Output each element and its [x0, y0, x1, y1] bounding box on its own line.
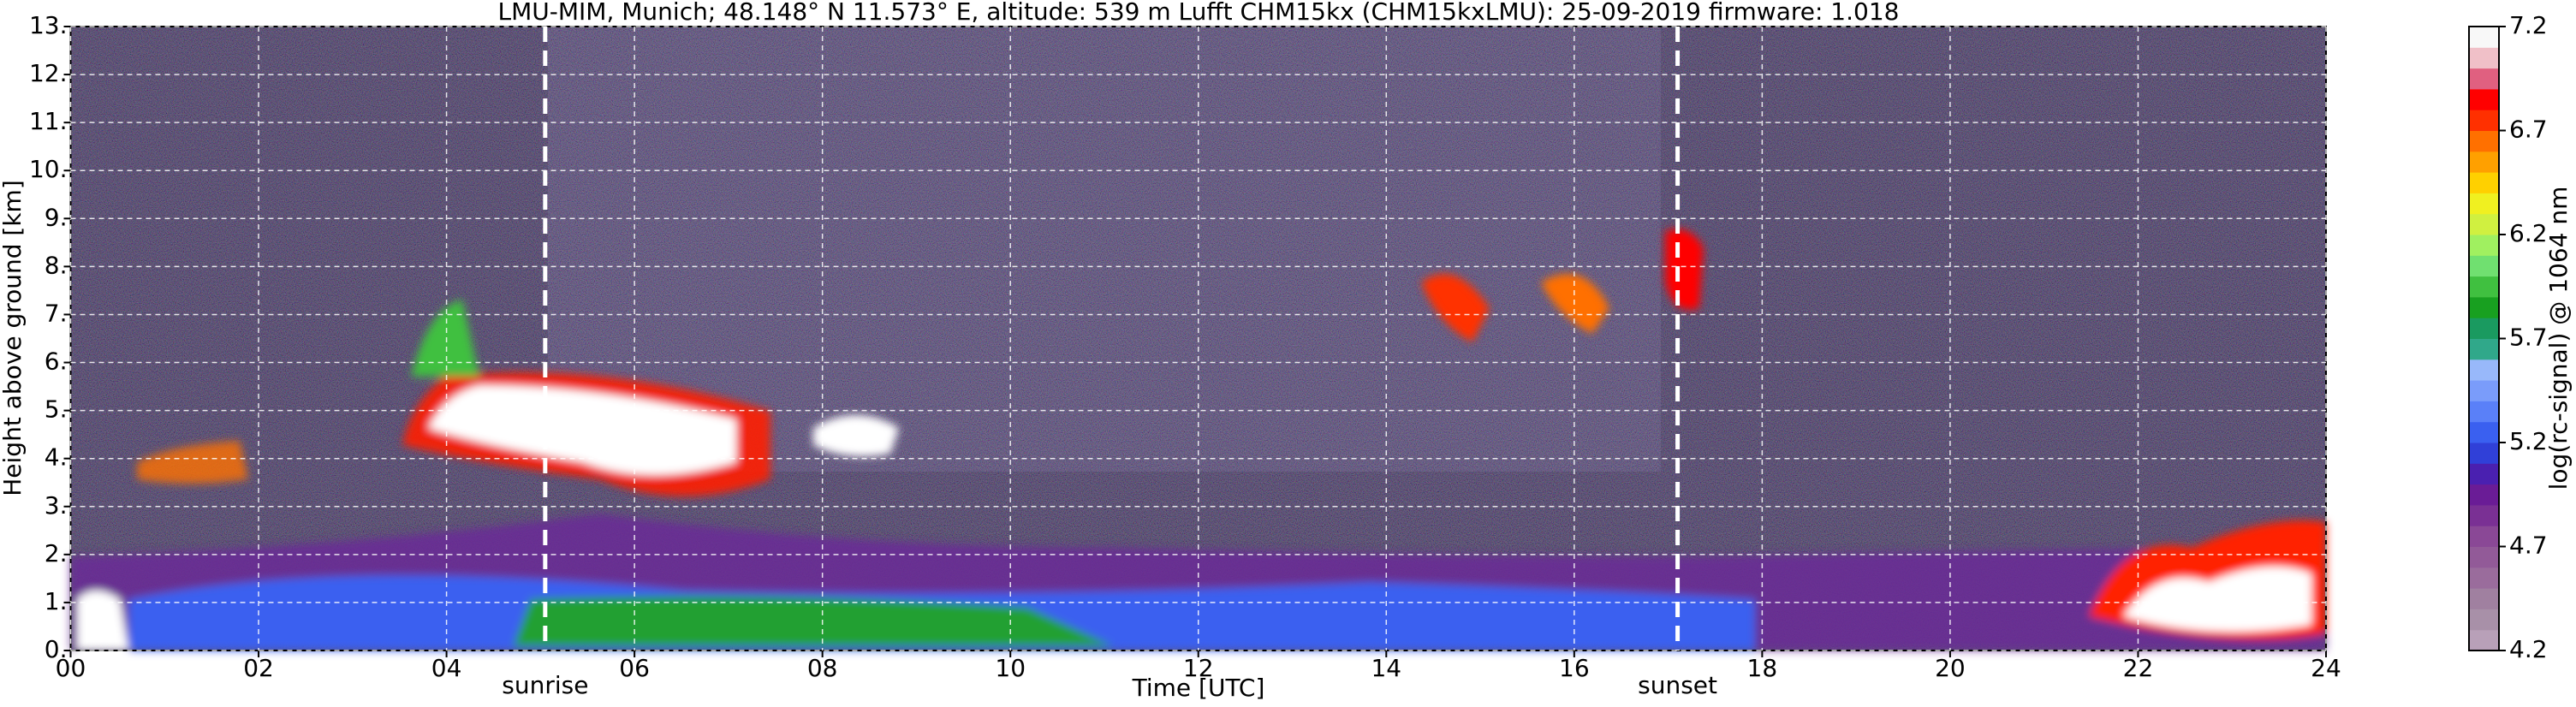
colorbar-band [2469, 276, 2499, 298]
x-tick-label: 18 [1747, 654, 1778, 682]
x-tick-label: 06 [619, 654, 650, 682]
colorbar-band [2469, 629, 2499, 651]
x-tick-label: 04 [431, 654, 462, 682]
chart-title: LMU-MIM, Munich; 48.148° N 11.573° E, al… [498, 0, 1900, 26]
colorbar-band [2469, 421, 2499, 443]
colorbar-band [2469, 380, 2499, 401]
x-tick-label: 22 [2123, 654, 2154, 682]
x-tick-label: 14 [1371, 654, 1401, 682]
annotation-label: sunset [1638, 671, 1717, 699]
colorbar-tick-label: 4.2 [2509, 635, 2548, 663]
x-tick-label: 10 [995, 654, 1026, 682]
colorbar-tick-label: 5.7 [2509, 324, 2548, 352]
colorbar-band [2469, 526, 2499, 547]
y-tick-label: 7. [45, 299, 68, 327]
colorbar-tick-label: 6.2 [2509, 219, 2548, 247]
colorbar-band [2469, 68, 2499, 90]
colorbar-band [2469, 151, 2499, 173]
colorbar-band [2469, 318, 2499, 339]
y-tick-label: 12. [29, 59, 68, 87]
y-tick-label: 3. [45, 491, 68, 520]
colorbar-band [2469, 255, 2499, 277]
colorbar-band [2469, 463, 2499, 485]
colorbar-band [2469, 401, 2499, 423]
colorbar-band [2469, 193, 2499, 215]
colorbar-band [2469, 27, 2499, 48]
y-tick-label: 11. [29, 107, 68, 135]
y-axis-label: Height above ground [km] [0, 180, 27, 496]
y-tick-label: 9. [45, 203, 68, 231]
x-tick-label: 16 [1559, 654, 1590, 682]
colorbar-band [2469, 130, 2499, 152]
colorbar-band [2469, 546, 2499, 568]
x-tick-label: 02 [243, 654, 274, 682]
x-tick-label: 24 [2311, 654, 2341, 682]
y-tick-label: 2. [45, 539, 68, 567]
colorbar-band [2469, 296, 2499, 318]
colorbar-band [2469, 213, 2499, 235]
colorbar-tick-label: 4.7 [2509, 532, 2548, 560]
colorbar-band [2469, 172, 2499, 193]
x-tick-label: 00 [56, 654, 86, 682]
colorbar-band [2469, 609, 2499, 631]
colorbar-band [2469, 47, 2499, 69]
colorbar-band [2469, 567, 2499, 589]
y-tick-label: 6. [45, 348, 68, 376]
annotation-label: sunrise [502, 671, 588, 699]
x-tick-label: 12 [1183, 654, 1214, 682]
colorbar-band [2469, 484, 2499, 506]
colorbar-band [2469, 504, 2499, 526]
y-tick-label: 4. [45, 443, 68, 472]
colorbar-band [2469, 338, 2499, 360]
x-tick-label: 08 [807, 654, 838, 682]
y-tick-label: 13. [29, 11, 68, 39]
colorbar-band [2469, 110, 2499, 131]
colorbar-tick-label: 5.2 [2509, 427, 2548, 455]
colorbar-label: log(rc-signal) @ 1064 nm [2544, 187, 2573, 490]
colorbar-band [2469, 88, 2499, 110]
colorbar-tick-label: 6.7 [2509, 116, 2548, 144]
colorbar-band [2469, 588, 2499, 609]
y-tick-label: 8. [45, 251, 68, 279]
colorbar-band [2469, 359, 2499, 381]
colorbar-band [2469, 443, 2499, 464]
y-tick-label: 0. [45, 635, 68, 663]
colorbar-tick-label: 7.2 [2509, 11, 2548, 39]
y-tick-label: 1. [45, 587, 68, 615]
y-tick-label: 10. [29, 155, 68, 183]
y-tick-label: 5. [45, 395, 68, 424]
x-tick-label: 20 [1935, 654, 1966, 682]
x-axis-label: Time [UTC] [1132, 674, 1265, 702]
colorbar-band [2469, 235, 2499, 256]
